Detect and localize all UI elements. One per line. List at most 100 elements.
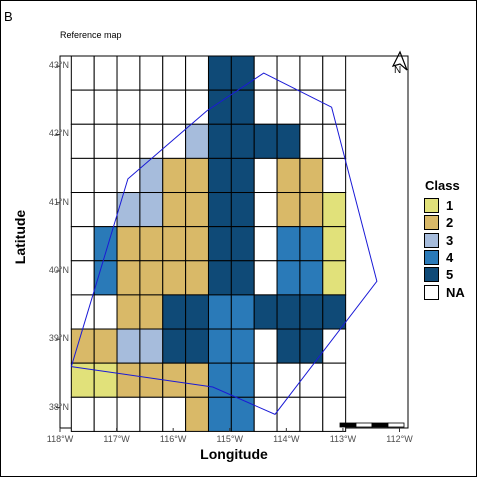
legend-item: 4 <box>424 249 465 266</box>
grid-cell-9-1 <box>93 362 118 398</box>
grid-cell-4-11 <box>322 192 347 228</box>
legend-label: 4 <box>446 250 454 266</box>
grid-cell-4-2 <box>116 192 141 228</box>
grid-cell-4-0 <box>70 192 95 228</box>
grid-cell-7-6 <box>207 294 232 330</box>
grid-cell-7-0 <box>70 294 95 330</box>
grid-cell-2-5 <box>185 123 209 159</box>
grid-cell-0-2 <box>116 55 141 91</box>
grid-cell-2-0 <box>70 123 95 159</box>
grid-cell-5-9 <box>276 226 301 262</box>
legend-swatch <box>424 198 439 214</box>
grid-cell-9-7 <box>230 362 255 398</box>
grid-cell-3-1 <box>93 157 118 194</box>
legend: Class 1 2 3 4 5 NA <box>424 178 465 301</box>
grid-cell-1-1 <box>93 89 118 125</box>
y-tick-label: 38°N <box>48 401 69 412</box>
grid-cell-8-10 <box>299 328 324 364</box>
grid-cell-6-11 <box>322 260 347 296</box>
grid-cell-8-2 <box>116 328 141 364</box>
grid-cell-3-5 <box>185 157 209 194</box>
grid-cell-4-1 <box>93 192 118 228</box>
y-tick-label: 40°N <box>48 265 69 275</box>
grid-cell-5-11 <box>322 226 347 262</box>
grid-cell-10-9 <box>276 396 301 432</box>
scale-bar-segment <box>339 422 357 428</box>
grid-cell-4-9 <box>276 192 301 228</box>
grid-cell-9-6 <box>207 362 232 398</box>
grid-cell-8-7 <box>230 328 255 364</box>
grid-cell-3-10 <box>299 157 324 194</box>
x-tick-label: 118°W <box>46 434 74 444</box>
grid-cell-1-10 <box>299 89 324 125</box>
grid-cell-7-4 <box>162 294 187 330</box>
grid-cell-4-7 <box>230 192 255 228</box>
grid-cell-7-1 <box>93 294 118 330</box>
grid-cell-9-2 <box>116 362 141 398</box>
scale-bar-segment <box>387 422 405 428</box>
grid-cell-5-8 <box>253 226 278 262</box>
grid-cell-4-6 <box>207 192 232 228</box>
legend-swatch <box>424 232 439 248</box>
grid-cell-6-10 <box>299 260 324 296</box>
x-axis-title: Longitude <box>200 446 268 462</box>
grid-cell-4-3 <box>139 192 164 228</box>
legend-item: 3 <box>424 232 465 249</box>
grid-cell-0-0 <box>70 55 95 91</box>
grid-cell-6-6 <box>207 260 232 296</box>
panel-label: B <box>4 9 13 24</box>
grid-cell-0-1 <box>93 55 118 91</box>
grid-cell-10-10 <box>299 396 324 432</box>
grid-cell-10-4 <box>162 396 187 432</box>
grid-cell-10-0 <box>70 396 95 432</box>
y-tick-label: 41°N <box>48 196 69 207</box>
grid-cell-0-4 <box>162 55 187 91</box>
grid-cell-3-9 <box>276 157 301 194</box>
grid-cell-3-8 <box>253 157 278 194</box>
grid-cell-7-2 <box>116 294 141 330</box>
grid-cell-1-7 <box>230 89 255 125</box>
grid-cell-2-6 <box>207 123 232 159</box>
grid-cell-2-8 <box>253 123 278 159</box>
grid-cell-8-5 <box>185 328 209 364</box>
grid-cell-6-2 <box>116 260 141 296</box>
y-axis-title: Latitude <box>12 209 28 265</box>
y-tick-label: 43°N <box>48 60 69 71</box>
grid-cell-1-4 <box>162 89 187 125</box>
x-tick-label: 113°W <box>329 434 357 444</box>
legend-swatch <box>424 250 439 266</box>
grid-cell-7-11 <box>322 294 347 330</box>
grid-cell-10-6 <box>207 396 232 432</box>
grid-cell-3-4 <box>162 157 187 194</box>
grid-cell-5-3 <box>139 226 164 262</box>
grid-cell-10-3 <box>139 396 164 432</box>
legend-label: 2 <box>446 215 454 231</box>
x-tick-label: 116°W <box>159 434 187 444</box>
grid-cell-4-5 <box>185 192 209 228</box>
grid-cell-5-1 <box>93 226 118 262</box>
legend-swatch <box>424 215 439 231</box>
grid-cell-9-9 <box>276 362 301 398</box>
grid-cell-8-8 <box>253 328 278 364</box>
grid-cell-5-0 <box>70 226 95 262</box>
grid-cell-6-3 <box>139 260 164 296</box>
legend-item: 1 <box>424 197 465 214</box>
grid-cell-10-8 <box>253 396 278 432</box>
legend-label: 3 <box>446 232 454 248</box>
grid-cell-6-0 <box>70 260 95 296</box>
grid-cell-6-7 <box>230 260 255 296</box>
map-subtitle: Reference map <box>60 30 122 40</box>
north-arrow-icon <box>391 50 408 71</box>
grid-cell-9-10 <box>299 362 324 398</box>
grid-cell-0-5 <box>185 55 209 91</box>
grid-cell-2-10 <box>299 123 324 159</box>
grid-cell-1-9 <box>276 89 301 125</box>
grid-cell-2-11 <box>322 123 347 159</box>
grid-cell-5-6 <box>207 226 232 262</box>
grid-cell-10-2 <box>116 396 141 432</box>
grid-cell-1-0 <box>70 89 95 125</box>
legend-label: 5 <box>446 267 454 283</box>
legend-label: NA <box>446 284 465 300</box>
